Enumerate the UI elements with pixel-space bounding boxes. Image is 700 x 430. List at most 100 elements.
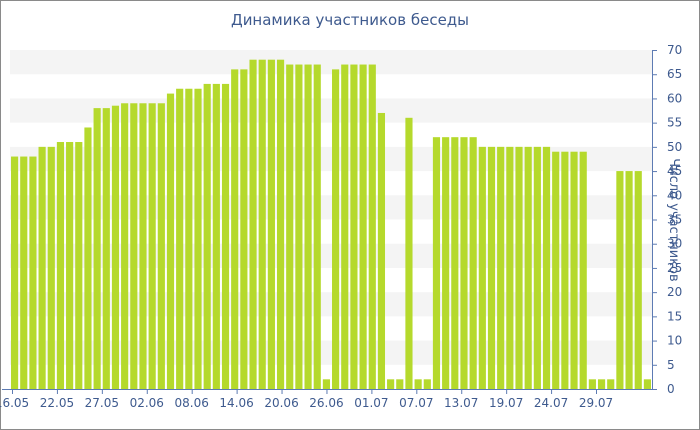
- bar: [249, 59, 257, 389]
- bar: [451, 137, 459, 389]
- bar: [552, 151, 560, 389]
- x-tick-label: 16.05: [0, 396, 29, 410]
- y-tick-label: 55: [667, 116, 682, 130]
- bar: [350, 64, 358, 390]
- bar: [295, 64, 303, 390]
- y-tick-label: 35: [667, 213, 682, 227]
- bar: [579, 151, 587, 389]
- grid-band: [10, 50, 652, 75]
- bar: [267, 59, 275, 389]
- bar: [157, 103, 165, 390]
- x-tick-label: 01.07: [354, 396, 388, 410]
- bar: [38, 146, 46, 389]
- bar: [588, 379, 596, 389]
- bar: [130, 103, 138, 390]
- y-tick-label: 70: [667, 43, 682, 57]
- x-tick-label: 20.06: [264, 396, 298, 410]
- bar: [212, 83, 220, 390]
- bar: [11, 156, 19, 389]
- bar: [359, 64, 367, 390]
- bar: [497, 146, 505, 389]
- y-tick-label: 10: [667, 334, 682, 348]
- bar: [258, 59, 266, 389]
- bar: [607, 379, 615, 389]
- bar: [634, 171, 642, 389]
- bar: [533, 146, 541, 389]
- bar: [478, 146, 486, 389]
- axes: [2, 50, 657, 394]
- x-tick-label: 08.06: [175, 396, 209, 410]
- y-tick-labels: 0 5 10 15 20 25 30 35 40 45 50 55 60 65 70: [667, 43, 682, 396]
- x-tick-label: 26.06: [309, 396, 343, 410]
- bar: [313, 64, 321, 390]
- x-tick-label: 19.07: [489, 396, 523, 410]
- bar: [102, 108, 110, 389]
- bar: [176, 88, 184, 389]
- bar: [368, 64, 376, 390]
- x-tick-label: 27.05: [85, 396, 119, 410]
- x-tick-label: 29.07: [579, 396, 613, 410]
- bar: [121, 103, 129, 390]
- y-tick-label: 60: [667, 91, 682, 105]
- bar: [203, 83, 211, 390]
- bar: [84, 127, 92, 389]
- bar: [75, 142, 83, 389]
- y-tick-label: 30: [667, 237, 682, 251]
- bar: [111, 105, 120, 389]
- bar: [460, 137, 468, 389]
- y-tick-label: 15: [667, 309, 682, 323]
- bar: [66, 142, 74, 389]
- y-tick-label: 40: [667, 188, 682, 202]
- bar: [405, 117, 413, 390]
- bar: [341, 64, 349, 390]
- bar: [432, 137, 441, 389]
- bar: [570, 151, 578, 389]
- y-axis-label: Число участников: [666, 158, 681, 282]
- y-tick-label: 20: [667, 285, 682, 299]
- bar: [387, 379, 395, 389]
- bar: [194, 88, 202, 389]
- y-tick-label: 65: [667, 67, 682, 81]
- bar: [487, 146, 496, 389]
- bar: [240, 69, 248, 389]
- bar: [423, 379, 431, 389]
- bar: [29, 156, 37, 389]
- bar: [221, 83, 230, 390]
- bar: [396, 379, 404, 389]
- x-tick-label: 24.07: [534, 396, 568, 410]
- bar: [139, 103, 147, 390]
- bar: [625, 171, 633, 389]
- bar: [414, 379, 422, 389]
- bar: [542, 146, 551, 389]
- bar: [515, 146, 523, 389]
- bar: [524, 146, 532, 389]
- bar: [56, 142, 65, 389]
- bar: [469, 137, 477, 389]
- y-tick-label: 50: [667, 140, 682, 154]
- bar: [597, 379, 606, 389]
- bar: [506, 146, 514, 389]
- bar: [322, 379, 330, 389]
- bar: [643, 379, 651, 389]
- bar: [185, 88, 193, 389]
- chart-title: Динамика участников беседы: [230, 11, 470, 29]
- y-tick-label: 45: [667, 164, 682, 178]
- bar: [616, 171, 624, 389]
- bar: [93, 108, 101, 389]
- bar: [332, 69, 340, 389]
- bar: [561, 151, 569, 389]
- y-tick-label: 0: [667, 382, 675, 396]
- x-tick-label: 14.06: [219, 396, 253, 410]
- x-tick-labels: 16.05 22.05 27.05 02.06 08.06 14.06 20.06 26.06…: [0, 396, 613, 410]
- bar: [304, 64, 312, 390]
- bar: [148, 103, 156, 390]
- x-tick-label: 07.07: [399, 396, 433, 410]
- bar: [377, 112, 386, 389]
- bar: [20, 156, 28, 389]
- x-tick-label: 02.06: [130, 396, 164, 410]
- x-tick-label: 13.07: [444, 396, 478, 410]
- bar: [166, 93, 175, 389]
- bar: [231, 69, 239, 389]
- bar: [47, 146, 55, 389]
